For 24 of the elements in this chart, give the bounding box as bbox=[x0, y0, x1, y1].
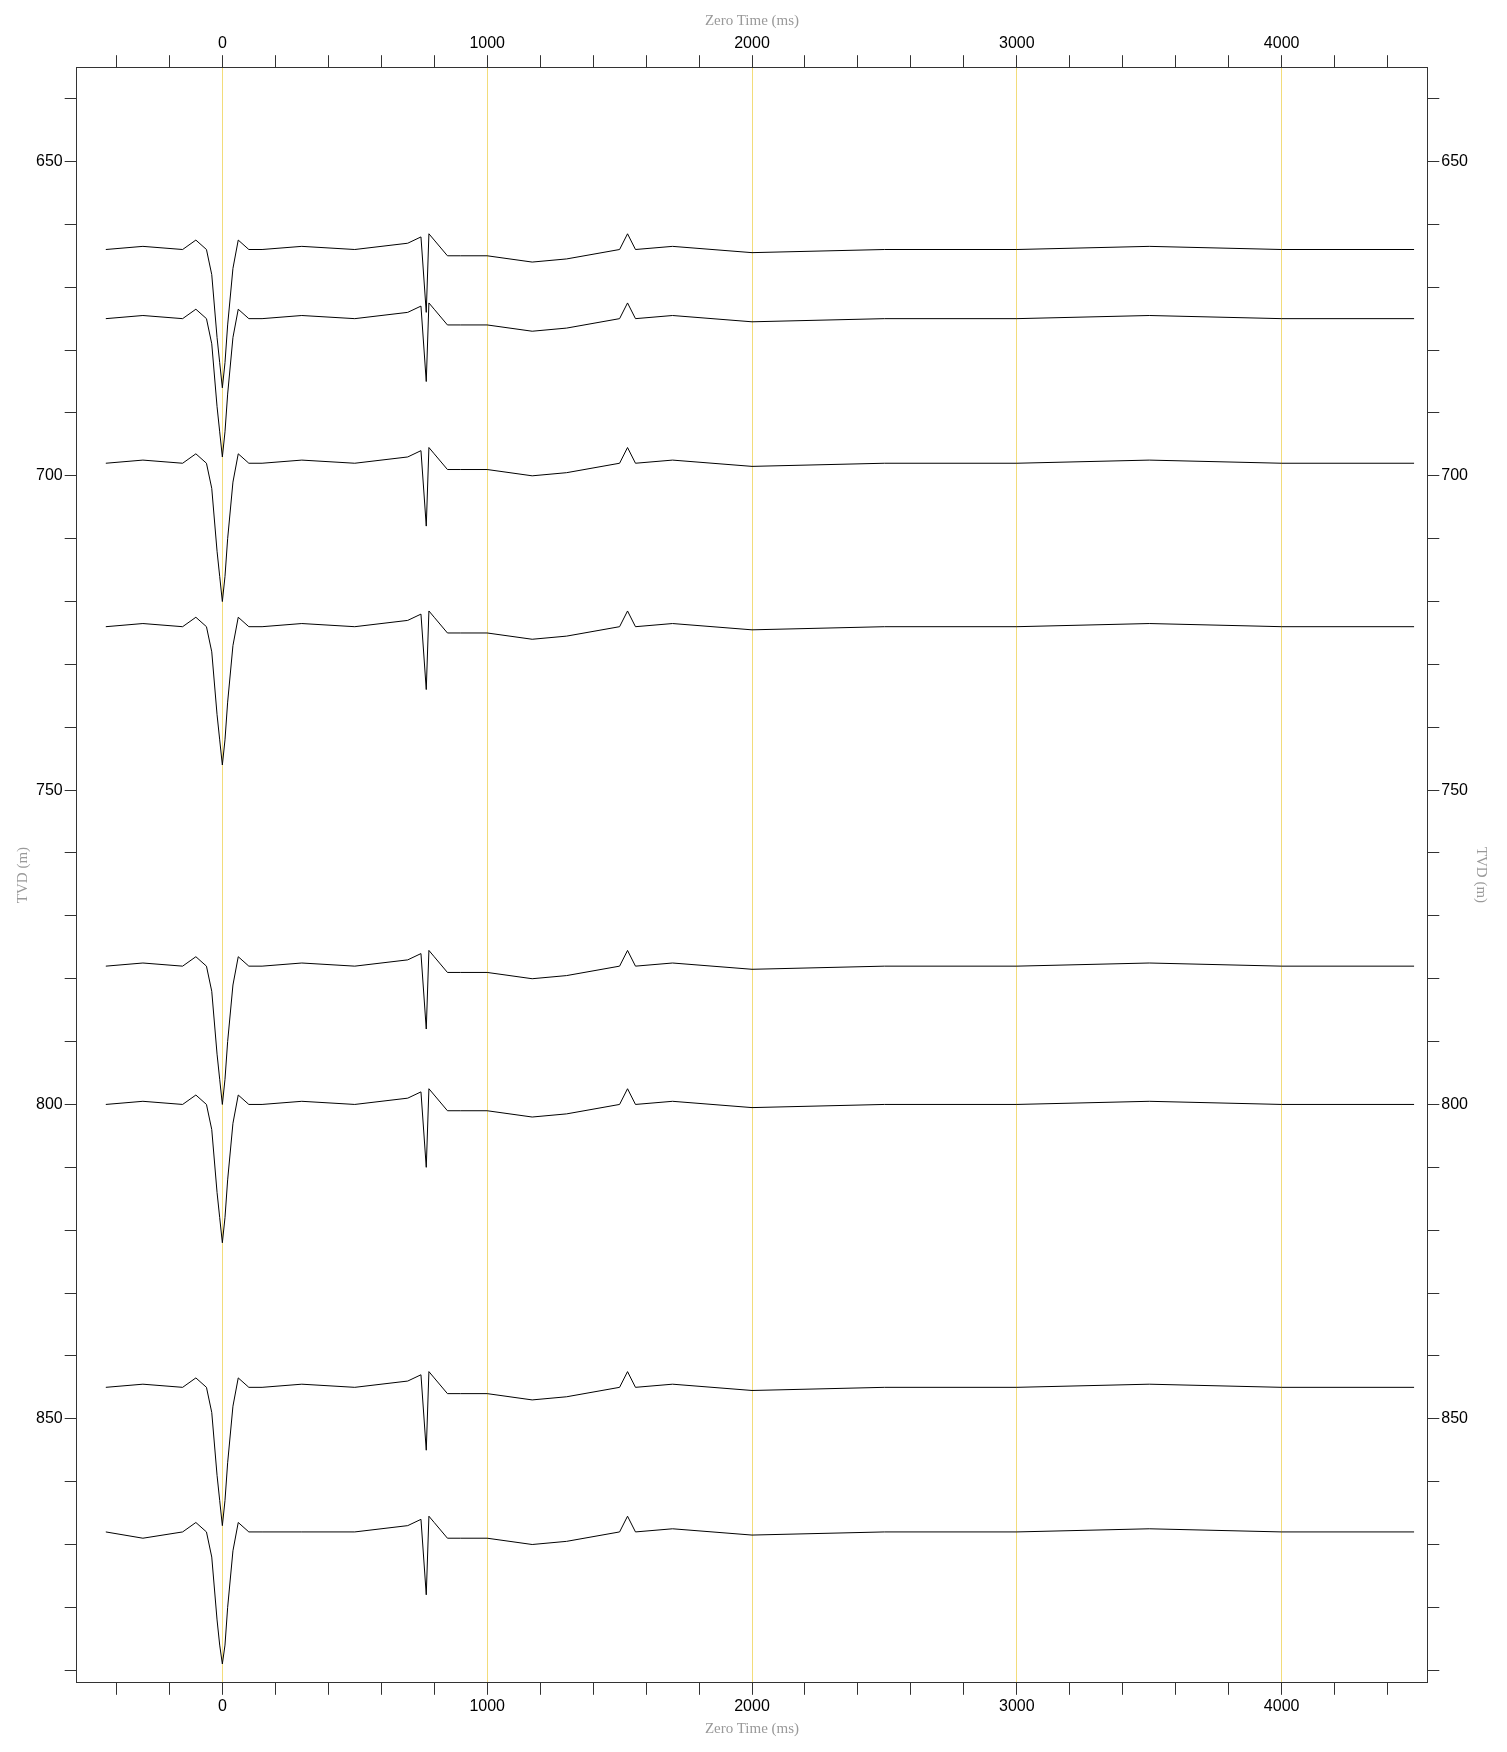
y-tick-label: 650 bbox=[35, 151, 63, 169]
y2-tick-label: 750 bbox=[1441, 780, 1469, 798]
y2-tick-label: 850 bbox=[1441, 1409, 1469, 1427]
y2-axis-title: TVD (m) bbox=[1473, 846, 1491, 904]
x-tick-label: 3000 bbox=[999, 1696, 1035, 1714]
x-tick-label: 0 bbox=[217, 1696, 227, 1714]
y2-tick-label: 650 bbox=[1441, 151, 1469, 169]
y-tick-label: 750 bbox=[35, 780, 63, 798]
x-axis-title: Zero Time (ms) bbox=[704, 1719, 800, 1737]
x-tick-label: 4000 bbox=[1263, 1696, 1300, 1714]
x2-tick-label: 2000 bbox=[734, 34, 770, 52]
x2-tick-label: 1000 bbox=[469, 34, 506, 52]
x-tick-label: 2000 bbox=[734, 1696, 770, 1714]
x2-tick-label: 3000 bbox=[999, 34, 1035, 52]
x2-axis-title: Zero Time (ms) bbox=[704, 11, 800, 29]
y-tick-label: 800 bbox=[35, 1094, 63, 1112]
y-tick-label: 850 bbox=[35, 1409, 63, 1427]
y-tick-label: 700 bbox=[35, 466, 63, 484]
y2-tick-label: 800 bbox=[1441, 1094, 1469, 1112]
y2-tick-label: 700 bbox=[1441, 466, 1469, 484]
x2-tick-label: 0 bbox=[217, 34, 227, 52]
x-tick-label: 1000 bbox=[469, 1696, 506, 1714]
y-axis-title: TVD (m) bbox=[13, 846, 31, 904]
x2-tick-label: 4000 bbox=[1263, 34, 1300, 52]
